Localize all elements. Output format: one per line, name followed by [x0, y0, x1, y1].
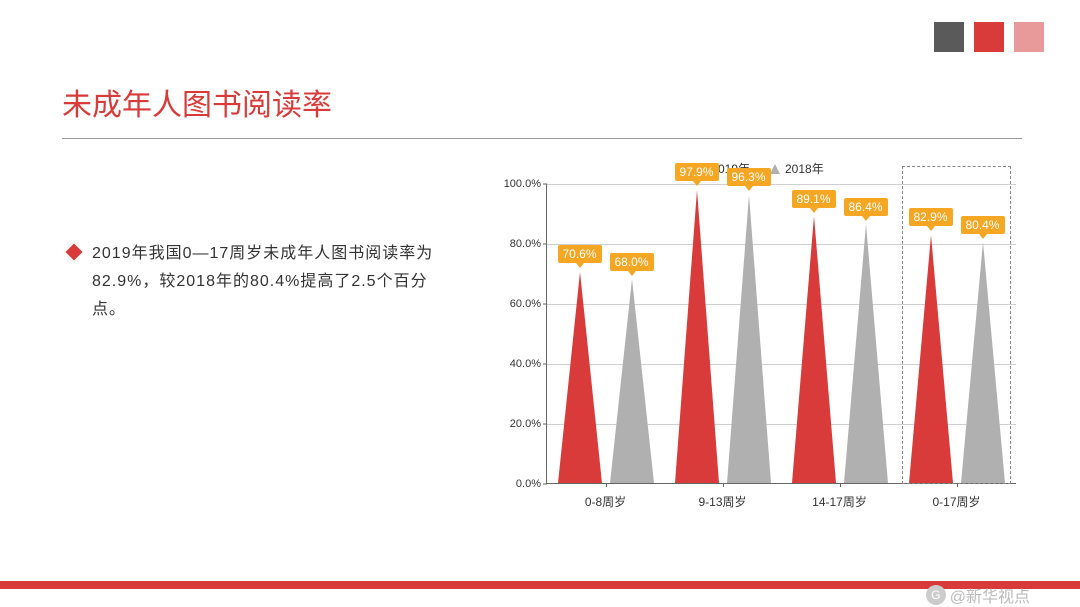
x-tick-label: 0-17周岁 [898, 493, 1015, 510]
diamond-icon [66, 244, 83, 261]
square-icon [974, 22, 1004, 52]
x-tick-label: 0-8周岁 [547, 493, 664, 510]
triangle-icon [770, 164, 780, 174]
legend-label: 2018年 [785, 160, 824, 177]
y-tick-label: 40.0% [495, 358, 541, 370]
value-label: 68.0% [609, 253, 653, 271]
bullet-paragraph: 2019年我国0—17周岁未成年人图书阅读率为82.9%，较2018年的80.4… [68, 240, 448, 324]
data-cone [844, 224, 888, 483]
y-tick-label: 60.0% [495, 298, 541, 310]
watermark: G @新华视点 [926, 583, 1030, 607]
value-label: 89.1% [791, 190, 835, 208]
category-group: 70.6%68.0%0-8周岁 [547, 184, 664, 483]
reading-rate-chart: 2019年2018年 0.0%20.0%40.0%60.0%80.0%100.0… [490, 160, 1030, 530]
data-cone [792, 216, 836, 483]
data-cone [727, 195, 771, 483]
bullet-text: 2019年我国0—17周岁未成年人图书阅读率为82.9%，较2018年的80.4… [92, 240, 448, 324]
value-label: 96.3% [726, 168, 770, 186]
square-icon [1014, 22, 1044, 52]
data-cone [961, 242, 1005, 483]
category-group: 97.9%96.3%9-13周岁 [664, 184, 781, 483]
data-cone [909, 235, 953, 483]
x-tick-label: 14-17周岁 [781, 493, 898, 510]
y-tick-label: 100.0% [495, 178, 541, 190]
page: 未成年人图书阅读率 2019年我国0—17周岁未成年人图书阅读率为82.9%，较… [0, 0, 1080, 607]
y-tick-label: 80.0% [495, 238, 541, 250]
category-group: 89.1%86.4%14-17周岁 [781, 184, 898, 483]
title-underline [62, 138, 1022, 139]
data-cone [558, 272, 602, 483]
chart-plot: 0.0%20.0%40.0%60.0%80.0%100.0%70.6%68.0%… [546, 184, 1016, 484]
y-tick-label: 0.0% [495, 478, 541, 490]
value-label: 70.6% [557, 245, 601, 263]
weibo-icon: G [926, 585, 946, 605]
x-tick-label: 9-13周岁 [664, 493, 781, 510]
watermark-text: @新华视点 [950, 583, 1030, 607]
value-label: 86.4% [843, 198, 887, 216]
data-cone [610, 279, 654, 483]
category-group: 82.9%80.4%0-17周岁 [898, 184, 1015, 483]
legend-item: 2018年 [770, 160, 824, 177]
page-title: 未成年人图书阅读率 [62, 80, 1022, 124]
y-tick-label: 20.0% [495, 418, 541, 430]
square-icon [934, 22, 964, 52]
decorative-top-squares [934, 22, 1044, 52]
value-label: 80.4% [960, 216, 1004, 234]
data-cone [675, 190, 719, 483]
bottom-accent-bar [0, 581, 1080, 589]
value-label: 82.9% [908, 208, 952, 226]
title-block: 未成年人图书阅读率 [62, 80, 1022, 139]
value-label: 97.9% [674, 163, 718, 181]
